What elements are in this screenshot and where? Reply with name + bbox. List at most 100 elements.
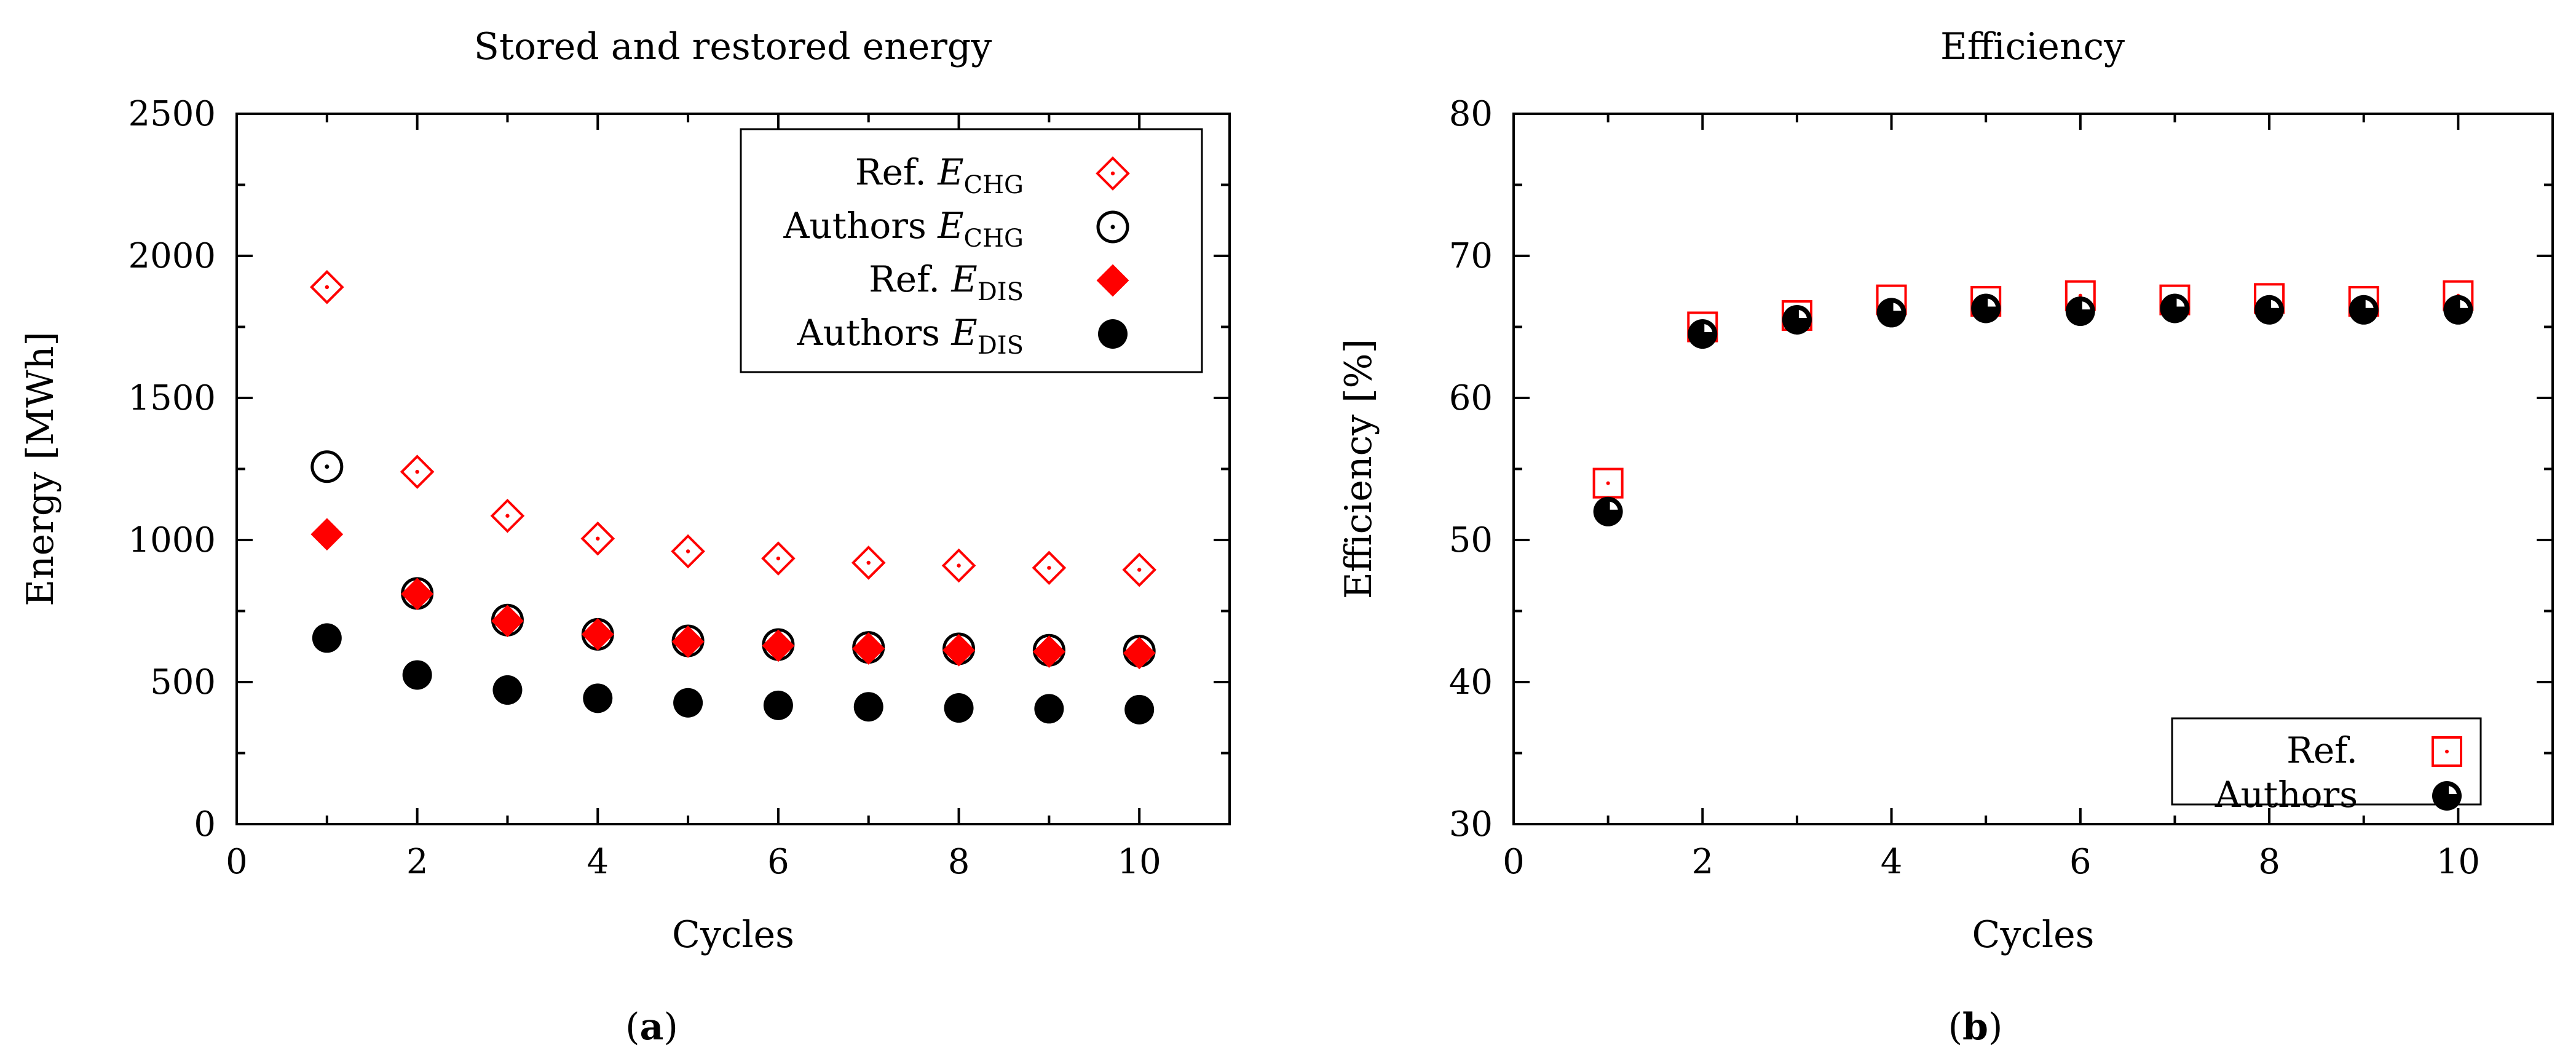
chart-0-series-2-point-2 — [491, 605, 524, 638]
chart-1-series-1-point-6-wedge — [2176, 298, 2185, 307]
chart-1-series-1-point-9 — [2443, 295, 2473, 325]
chart-0-series-0-point-2 — [490, 498, 525, 533]
chart-1-series-1-point-4-wedge — [1988, 298, 1996, 307]
chart-1-ylabel: Efficiency [%] — [1337, 339, 1380, 599]
chart-0-legend-label-0: Ref. ECHG — [855, 151, 1024, 199]
chart-0-series-0-point-8-dot — [1047, 566, 1051, 570]
chart-1-legend-marker-1-wedge — [2449, 786, 2457, 794]
chart-0-series-1-point-0-dot — [325, 464, 330, 469]
chart-0-legend-label-2: Ref. EDIS — [869, 258, 1024, 306]
chart-0-series-0-point-9-dot — [1137, 568, 1142, 572]
chart-1-series-1-point-3 — [1876, 298, 1906, 328]
chart-0-series-3-point-1 — [402, 660, 432, 690]
chart-0-series-3-point-2 — [492, 675, 523, 705]
chart-0-series-0-point-6-dot — [866, 560, 871, 565]
chart-0-series-0-point-4-dot — [685, 549, 690, 554]
chart-1-series-1-point-4 — [1971, 293, 2001, 324]
chart-1-series-1-point-2-wedge — [1798, 309, 1807, 318]
chart-1-series-1-point-2 — [1782, 304, 1812, 335]
chart-0-title: Stored and restored energy — [474, 25, 992, 68]
chart-1-legend-marker-1 — [2432, 781, 2462, 811]
chart-1-series-1 — [1593, 293, 2473, 526]
chart-0-series-3-point-8 — [1034, 694, 1064, 724]
chart-1-ytick-label-80: 80 — [1449, 94, 1493, 134]
chart-0-series-0-point-8 — [1032, 550, 1067, 586]
chart-1-series-1-point-8-wedge — [2365, 300, 2374, 308]
chart-0-legend-marker-3 — [1098, 319, 1128, 349]
chart-0-legend-label-3: Authors EDIS — [797, 312, 1024, 360]
chart-1-legend: Ref.Authors — [2171, 717, 2482, 816]
chart-1-series-1-point-3-wedge — [1893, 303, 1902, 311]
chart-1-series-0 — [1592, 280, 2474, 499]
chart-0-series-0-point-5 — [761, 541, 796, 576]
chart-1-xtick-label-8: 8 — [2258, 842, 2280, 882]
chart-0-ytick-label-2500: 2500 — [128, 94, 216, 134]
chart-0-ytick-label-1500: 1500 — [128, 378, 216, 418]
chart-0-series-2-point-8 — [1032, 635, 1065, 668]
chart-1-legend-label-1: Authors — [2214, 774, 2358, 816]
chart-1-group: Efficiency 0 2 4 6 8 10 30 40 50 60 70 80 Cycles Effic… — [1337, 25, 2554, 1049]
chart-1-ytick-label-60: 60 — [1449, 378, 1493, 418]
chart-0-series-0-point-2-dot — [505, 514, 510, 518]
chart-0-series-1 — [310, 450, 1156, 668]
chart-0-series-2-point-7 — [942, 633, 975, 667]
chart-1-xtick-label-2: 2 — [1691, 842, 1713, 882]
chart-1-legend-marker-0 — [2432, 736, 2462, 767]
chart-0-legend-marker-0-dot — [1110, 171, 1115, 176]
chart-0-series-3-point-6 — [853, 692, 883, 722]
chart-0-ytick-label-0: 0 — [194, 804, 216, 844]
chart-0-legend-marker-0 — [1096, 156, 1130, 191]
chart-1-ytick-label-70: 70 — [1449, 236, 1493, 276]
chart-1-series-1-point-1-wedge — [1704, 324, 1713, 333]
chart-0-series-0-point-9 — [1122, 552, 1157, 587]
chart-0-legend-marker-1 — [1096, 210, 1129, 244]
chart-0-series-2 — [310, 518, 1156, 670]
chart-0-series-0-point-1 — [400, 455, 435, 489]
chart-1-series-1-point-7-wedge — [2271, 300, 2280, 308]
chart-1-legend-box — [2171, 717, 2482, 806]
chart-1-xtick-label-0: 0 — [1503, 842, 1525, 882]
chart-1-panel-label: (b) — [1948, 1006, 2003, 1049]
chart-0-series-0-point-6 — [851, 546, 886, 580]
chart-0-xtick-label-0: 0 — [226, 842, 248, 882]
chart-0-series-2-point-1 — [401, 578, 434, 611]
chart-0-series-0-point-5-dot — [776, 556, 781, 561]
chart-1-xlabel: Cycles — [1972, 913, 2095, 956]
chart-0-series-3-point-4 — [673, 688, 703, 718]
chart-1-series-1-point-8 — [2349, 295, 2379, 325]
chart-1-series-1-point-7 — [2254, 295, 2285, 325]
chart-0-ylabel: Energy [MWh] — [19, 331, 62, 606]
chart-0-series-3-point-3 — [583, 683, 613, 713]
chart-0-xtick-label-2: 2 — [406, 842, 429, 882]
chart-0-series-2-point-9 — [1123, 637, 1156, 670]
chart-0-series-0-point-3-dot — [596, 536, 600, 541]
chart-0-series-3-point-9 — [1124, 694, 1155, 725]
chart-0-series-2-point-0 — [310, 518, 344, 551]
chart-0-xtick-label-6: 6 — [767, 842, 789, 882]
chart-0-legend-marker-1-dot — [1110, 224, 1115, 229]
chart-0-ytick-label-2000: 2000 — [128, 236, 216, 276]
chart-0-series-0-point-4 — [671, 534, 705, 569]
chart-0-legend: Ref. ECHG Authors ECHG Ref. EDIS Authors ED… — [740, 128, 1203, 373]
chart-0-series-2-point-4 — [671, 625, 705, 658]
chart-0-xlabel: Cycles — [672, 913, 794, 956]
chart-1-series-1-point-0 — [1593, 496, 1623, 526]
chart-0-series-2-point-3 — [581, 617, 614, 651]
chart-0-series-3-point-5 — [763, 690, 793, 720]
chart-0-ytick-label-500: 500 — [150, 662, 216, 702]
chart-1-legend-marker-0-dot — [2445, 750, 2449, 753]
chart-0-series-0-point-7-dot — [957, 563, 961, 568]
chart-0-series-0-point-3 — [580, 521, 615, 556]
chart-0-series-0-point-0 — [309, 269, 344, 304]
chart-1-legend-label-0: Ref. — [2286, 729, 2358, 771]
chart-0-series-0-point-0-dot — [325, 285, 330, 290]
chart-1-ytick-label-40: 40 — [1449, 662, 1493, 702]
chart-1-title: Efficiency — [1940, 25, 2125, 68]
chart-0-legend-label-1: Authors ECHG — [783, 205, 1024, 253]
chart-1-series-1-point-1 — [1688, 319, 1718, 349]
chart-0-series-3 — [312, 623, 1155, 725]
chart-0-panel-label: (a) — [625, 1006, 678, 1049]
chart-1-xtick-label-4: 4 — [1881, 842, 1903, 882]
chart-0-series-3-point-7 — [944, 693, 974, 723]
